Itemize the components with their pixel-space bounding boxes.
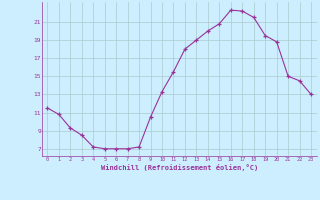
X-axis label: Windchill (Refroidissement éolien,°C): Windchill (Refroidissement éolien,°C) (100, 164, 258, 171)
